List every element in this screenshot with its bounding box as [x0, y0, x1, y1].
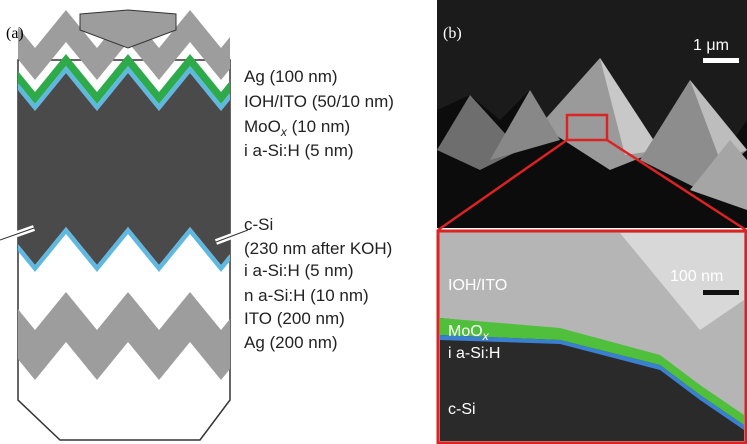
layer-label: MoOx (10 nm) — [244, 117, 350, 139]
layer-label: IOH/ITO (50/10 nm) — [244, 92, 394, 111]
inset-label: IOH/ITO — [448, 277, 507, 294]
layer-label: i a-Si:H (5 nm) — [244, 141, 354, 160]
scale-bar — [703, 290, 739, 295]
schematic — [0, 10, 248, 440]
figure: (a) Ag (100 nm) IOH/ITO (50/10 nm) MoOx … — [0, 0, 747, 444]
layer-label: ITO (200 nm) — [244, 309, 345, 328]
subscript: x — [482, 329, 490, 343]
layer-label: i a-Si:H (5 nm) — [244, 261, 354, 280]
scale-label: 100 nm — [670, 268, 723, 285]
panel-label: (a) — [6, 25, 24, 42]
text: MoO — [448, 323, 483, 340]
scale-label: 1 μm — [693, 37, 729, 54]
inset-label: i a-Si:H — [448, 345, 500, 362]
inset-label: c-Si — [448, 401, 476, 418]
layer-label: Ag (200 nm) — [244, 333, 338, 352]
scale-bar — [703, 58, 739, 63]
layer-ag — [80, 10, 176, 48]
panel-label: (b) — [443, 25, 462, 42]
text: MoO — [244, 117, 281, 136]
text: (10 nm) — [287, 117, 350, 136]
layer-label: n a-Si:H (10 nm) — [244, 286, 369, 305]
layer-label: (230 nm after KOH) — [244, 239, 392, 258]
layer-label: c-Si — [244, 215, 273, 234]
layer-label: Ag (100 nm) — [244, 67, 338, 86]
